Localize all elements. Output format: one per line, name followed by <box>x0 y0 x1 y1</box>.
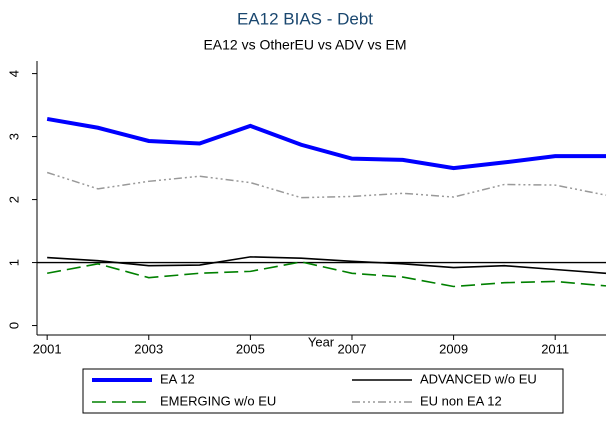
x-tick-label: 2009 <box>439 341 468 356</box>
y-tick-label: 2 <box>6 196 21 203</box>
y-tick-label: 3 <box>6 133 21 140</box>
legend-label: EA 12 <box>160 371 195 386</box>
legend-label: ADVANCED w/o EU <box>420 371 537 386</box>
series-line <box>47 261 607 288</box>
y-tick-label: 0 <box>6 322 21 329</box>
series-line <box>47 256 607 275</box>
series-line <box>46 171 607 199</box>
x-tick-label: 2001 <box>33 341 62 356</box>
y-tick-label: 1 <box>6 259 21 266</box>
chart-subtitle: EA12 vs OtherEU vs ADV vs EM <box>203 37 406 53</box>
legend <box>82 368 564 414</box>
series-line <box>46 116 606 171</box>
x-tick-label: 2005 <box>236 341 265 356</box>
y-tick-label: 4 <box>6 70 21 77</box>
x-tick-label: 2003 <box>134 341 163 356</box>
legend-label: EU non EA 12 <box>420 393 502 408</box>
x-tick-label: 2007 <box>338 341 367 356</box>
legend-label: EMERGING w/o EU <box>160 393 276 408</box>
x-axis-title: Year <box>308 334 335 349</box>
chart-title: EA12 BIAS - Debt <box>237 9 373 28</box>
x-tick-label: 2011 <box>541 341 569 356</box>
